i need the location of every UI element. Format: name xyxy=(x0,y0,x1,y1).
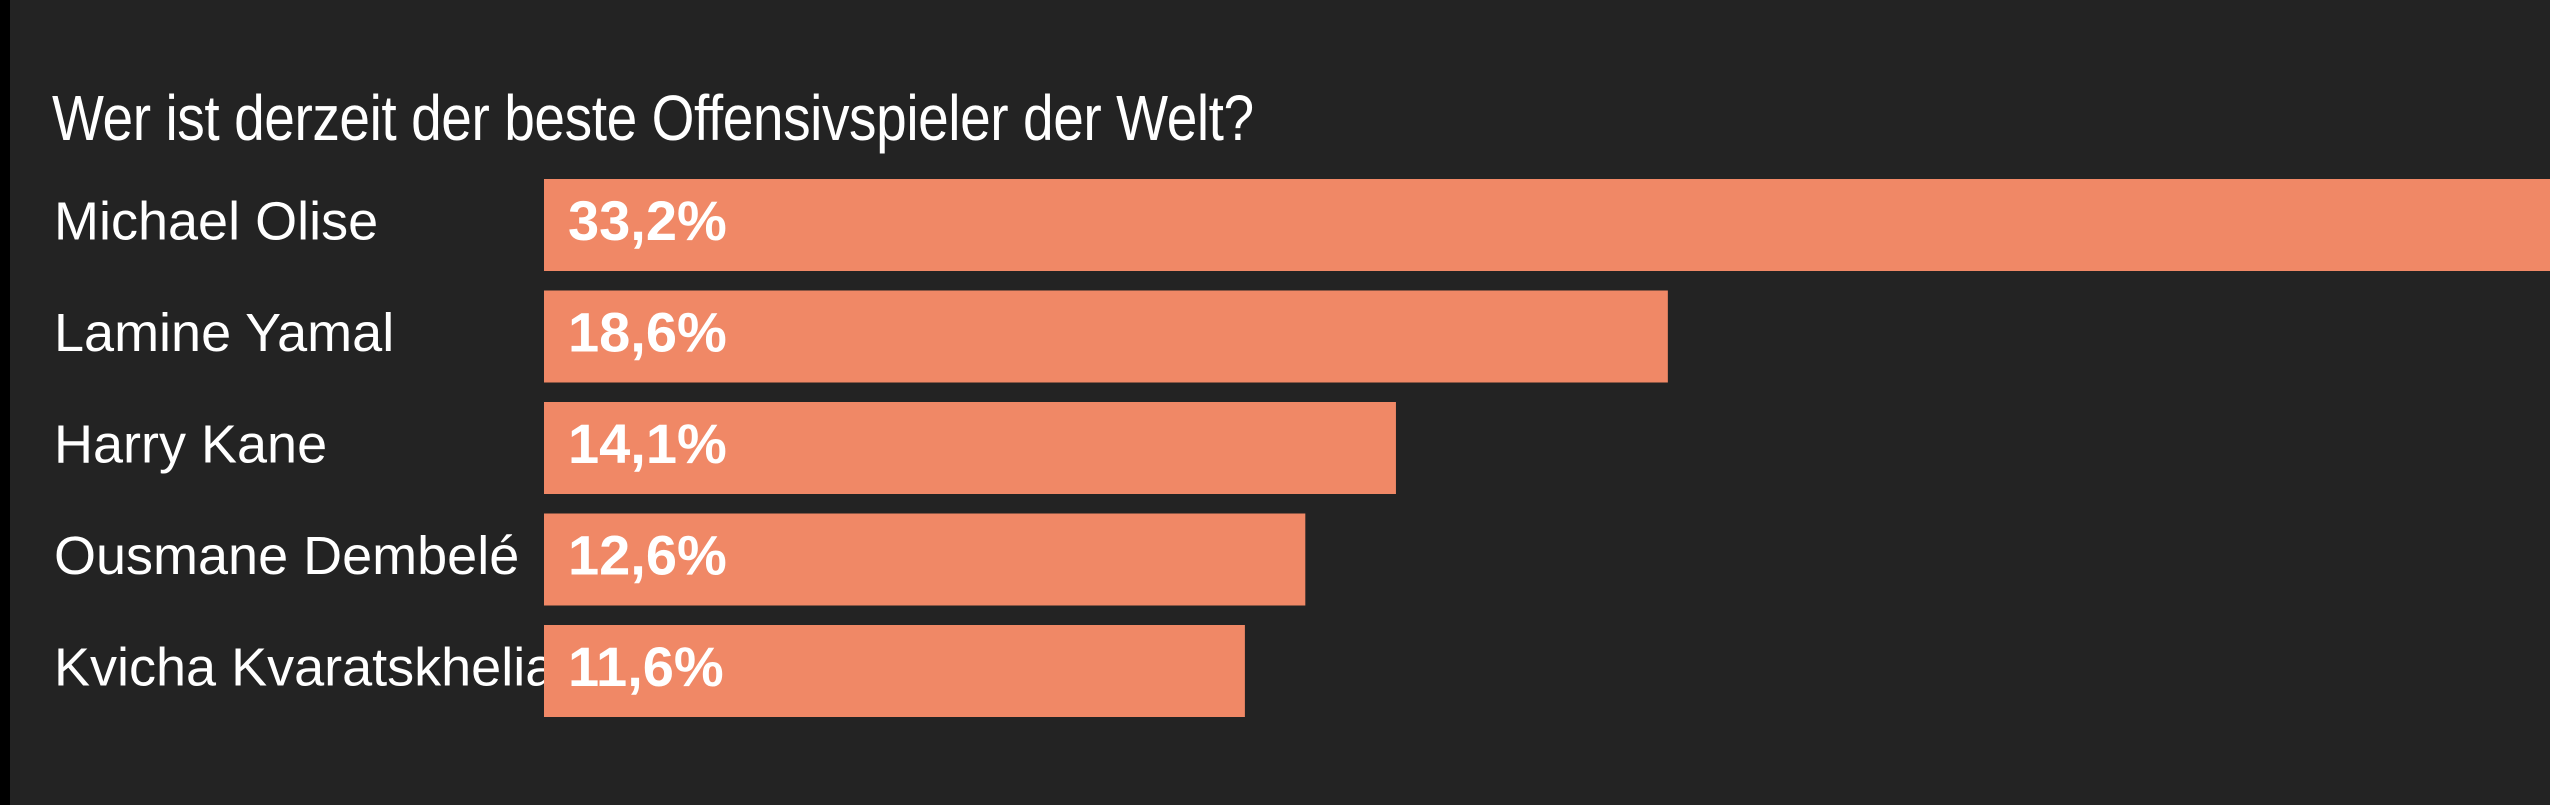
bar xyxy=(544,290,1668,383)
category-label: Harry Kane xyxy=(54,414,327,474)
bar xyxy=(544,513,1306,606)
category-label: Kvicha Kvaratskhelia xyxy=(54,637,556,697)
value-label: 11,6% xyxy=(568,635,724,698)
value-label: 33,2% xyxy=(568,189,727,252)
value-label: 12,6% xyxy=(568,523,727,586)
bar xyxy=(544,402,1396,494)
value-label: 18,6% xyxy=(568,300,727,363)
bar xyxy=(544,179,2550,271)
category-label: Ousmane Dembelé xyxy=(54,526,519,586)
category-label: Lamine Yamal xyxy=(54,303,394,363)
left-edge-strip xyxy=(0,0,10,805)
value-label: 14,1% xyxy=(568,412,727,475)
category-label: Michael Olise xyxy=(54,191,378,251)
bar xyxy=(544,625,1245,717)
chart-title: Wer ist derzeit der beste Offensivspiele… xyxy=(52,81,1254,154)
